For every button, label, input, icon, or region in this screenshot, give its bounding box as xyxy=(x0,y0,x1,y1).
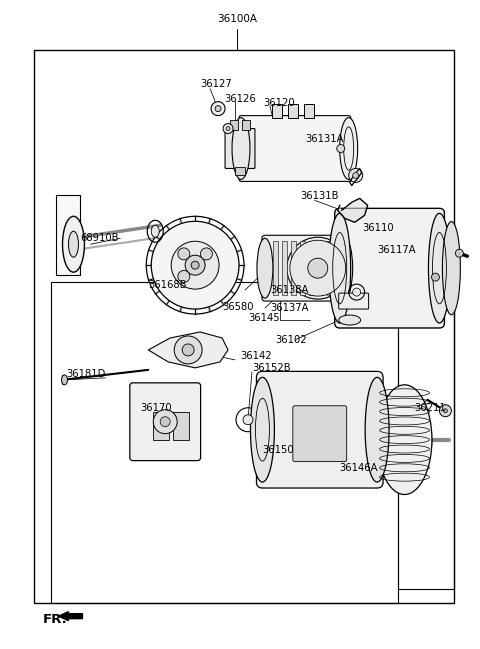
Bar xyxy=(318,241,323,295)
Bar xyxy=(300,241,305,295)
Circle shape xyxy=(178,271,190,282)
FancyBboxPatch shape xyxy=(335,208,444,328)
Text: 36131A: 36131A xyxy=(305,134,343,143)
Bar xyxy=(235,167,245,175)
Bar xyxy=(273,241,278,295)
Text: 36211: 36211 xyxy=(415,403,446,413)
Ellipse shape xyxy=(339,315,360,325)
Text: 36168B: 36168B xyxy=(148,280,187,290)
Bar xyxy=(397,282,455,589)
Ellipse shape xyxy=(232,117,250,179)
Text: 36170: 36170 xyxy=(140,403,172,413)
Bar xyxy=(282,241,287,295)
Ellipse shape xyxy=(62,216,84,272)
FancyBboxPatch shape xyxy=(293,406,347,461)
Circle shape xyxy=(201,248,212,260)
Circle shape xyxy=(348,169,363,182)
Circle shape xyxy=(439,405,451,417)
Text: 36100A: 36100A xyxy=(217,14,257,24)
Circle shape xyxy=(456,249,463,257)
FancyBboxPatch shape xyxy=(239,116,351,182)
Bar xyxy=(327,241,332,295)
Bar xyxy=(288,104,298,117)
Bar xyxy=(242,119,250,130)
Text: 36137A: 36137A xyxy=(270,303,309,313)
Circle shape xyxy=(160,417,170,426)
Ellipse shape xyxy=(336,145,345,153)
Bar xyxy=(309,241,314,295)
Bar xyxy=(153,411,169,439)
Text: 36138A: 36138A xyxy=(270,285,308,295)
Circle shape xyxy=(353,173,359,178)
Text: 36126: 36126 xyxy=(224,93,256,104)
Polygon shape xyxy=(148,332,228,368)
Polygon shape xyxy=(338,199,368,223)
Bar xyxy=(336,241,341,295)
Circle shape xyxy=(174,336,202,364)
Circle shape xyxy=(153,410,177,434)
Circle shape xyxy=(182,344,194,356)
Circle shape xyxy=(171,241,219,289)
Text: 36127: 36127 xyxy=(200,79,232,89)
Bar xyxy=(272,104,282,117)
Ellipse shape xyxy=(257,238,273,298)
Circle shape xyxy=(444,409,447,413)
FancyBboxPatch shape xyxy=(339,293,369,309)
Circle shape xyxy=(185,255,205,275)
Circle shape xyxy=(243,415,253,424)
Bar xyxy=(304,104,314,117)
Bar xyxy=(50,282,397,603)
Bar xyxy=(173,411,189,439)
FancyArrow shape xyxy=(59,611,83,620)
Text: 36131B: 36131B xyxy=(300,191,338,201)
Circle shape xyxy=(287,238,348,299)
Circle shape xyxy=(211,102,225,116)
FancyBboxPatch shape xyxy=(130,383,201,461)
Text: 36580: 36580 xyxy=(222,302,253,312)
Ellipse shape xyxy=(69,231,78,257)
Circle shape xyxy=(178,248,190,260)
Text: 36145: 36145 xyxy=(248,313,280,323)
Circle shape xyxy=(290,240,346,296)
Ellipse shape xyxy=(61,375,68,385)
Ellipse shape xyxy=(336,238,353,298)
Ellipse shape xyxy=(340,117,358,179)
Text: 36152B: 36152B xyxy=(252,363,290,373)
Ellipse shape xyxy=(377,385,432,495)
Circle shape xyxy=(226,127,230,130)
Circle shape xyxy=(151,221,239,309)
Bar xyxy=(34,50,455,603)
Ellipse shape xyxy=(151,225,159,238)
Ellipse shape xyxy=(365,377,389,482)
Circle shape xyxy=(353,288,360,296)
Circle shape xyxy=(223,123,233,134)
Ellipse shape xyxy=(251,377,275,482)
Text: FR.: FR. xyxy=(43,613,67,626)
FancyBboxPatch shape xyxy=(262,235,348,301)
Circle shape xyxy=(215,106,221,112)
Text: 36102: 36102 xyxy=(275,335,307,345)
Text: 68910B: 68910B xyxy=(81,233,119,243)
Ellipse shape xyxy=(329,214,351,323)
Text: 36117A: 36117A xyxy=(378,245,416,255)
Circle shape xyxy=(432,273,439,281)
Circle shape xyxy=(308,258,328,278)
Text: 36120: 36120 xyxy=(263,97,295,108)
Circle shape xyxy=(191,261,199,269)
Text: 36181D: 36181D xyxy=(67,369,106,379)
Ellipse shape xyxy=(443,221,460,315)
Ellipse shape xyxy=(429,214,450,323)
FancyBboxPatch shape xyxy=(225,129,255,169)
Text: 36142: 36142 xyxy=(240,351,272,361)
Text: 36146A: 36146A xyxy=(340,463,378,472)
Bar xyxy=(230,119,238,130)
FancyBboxPatch shape xyxy=(256,371,383,488)
Bar xyxy=(291,241,296,295)
Bar xyxy=(56,195,81,275)
Text: 36150: 36150 xyxy=(262,445,294,455)
Text: 36110: 36110 xyxy=(363,223,394,233)
